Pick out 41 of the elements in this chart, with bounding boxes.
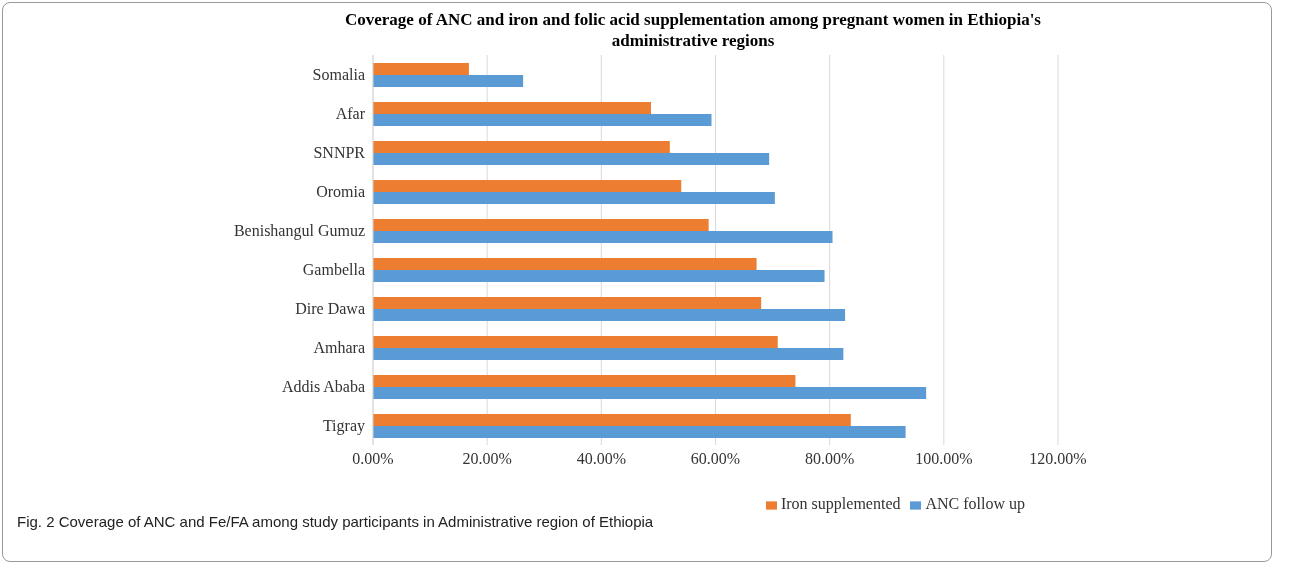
y-tick-label: Gambella <box>302 261 365 279</box>
bar <box>373 219 709 231</box>
bar <box>373 297 762 309</box>
y-tick-label: Addis Ababa <box>281 378 365 396</box>
x-tick-label: 80.00% <box>805 450 855 468</box>
x-tick-label: 60.00% <box>690 450 741 468</box>
caption: Fig. 2 Coverage of ANC and Fe/FA among study participants in Administrative region of Ethiopia <box>17 513 655 530</box>
bar <box>373 141 670 153</box>
y-tick-label: Amhara <box>313 339 365 357</box>
bar <box>373 414 851 426</box>
y-tick-label: Tigray <box>322 417 365 436</box>
legend-label: ANC follow up <box>925 495 1026 512</box>
bar <box>373 426 906 438</box>
y-tick-label: SNNPR <box>313 144 366 162</box>
bar <box>373 336 778 348</box>
bar <box>373 258 757 270</box>
y-tick-label: Afar <box>335 105 366 123</box>
bar <box>373 75 524 87</box>
bar <box>373 270 825 282</box>
x-tick-label: 40.00% <box>576 450 626 468</box>
y-tick-label: Benishangul Gumuz <box>233 222 365 241</box>
bar <box>373 180 682 192</box>
bar <box>373 375 796 387</box>
bar <box>373 387 927 399</box>
bar <box>373 192 775 204</box>
x-tick-label: 0.00% <box>352 450 394 468</box>
x-tick-label: 20.00% <box>462 450 512 468</box>
y-tick-label: Dire Dawa <box>295 300 365 318</box>
chart-title: Coverage of ANC and iron and folic acid supplementation among pregnant women in Ethiopia's administrative regions <box>344 9 1042 51</box>
legend-label: Iron supplemented <box>780 495 901 512</box>
bar <box>373 348 844 360</box>
bar <box>373 102 651 114</box>
bar <box>373 309 846 321</box>
bar <box>373 63 469 75</box>
y-tick-label: Somalia <box>312 66 365 84</box>
x-tick-label: 100.00% <box>915 450 973 468</box>
x-tick-label: 120.00% <box>1029 450 1087 468</box>
bar <box>373 114 712 126</box>
bar <box>373 231 833 243</box>
bar <box>373 153 770 165</box>
y-tick-label: Oromia <box>316 183 365 201</box>
